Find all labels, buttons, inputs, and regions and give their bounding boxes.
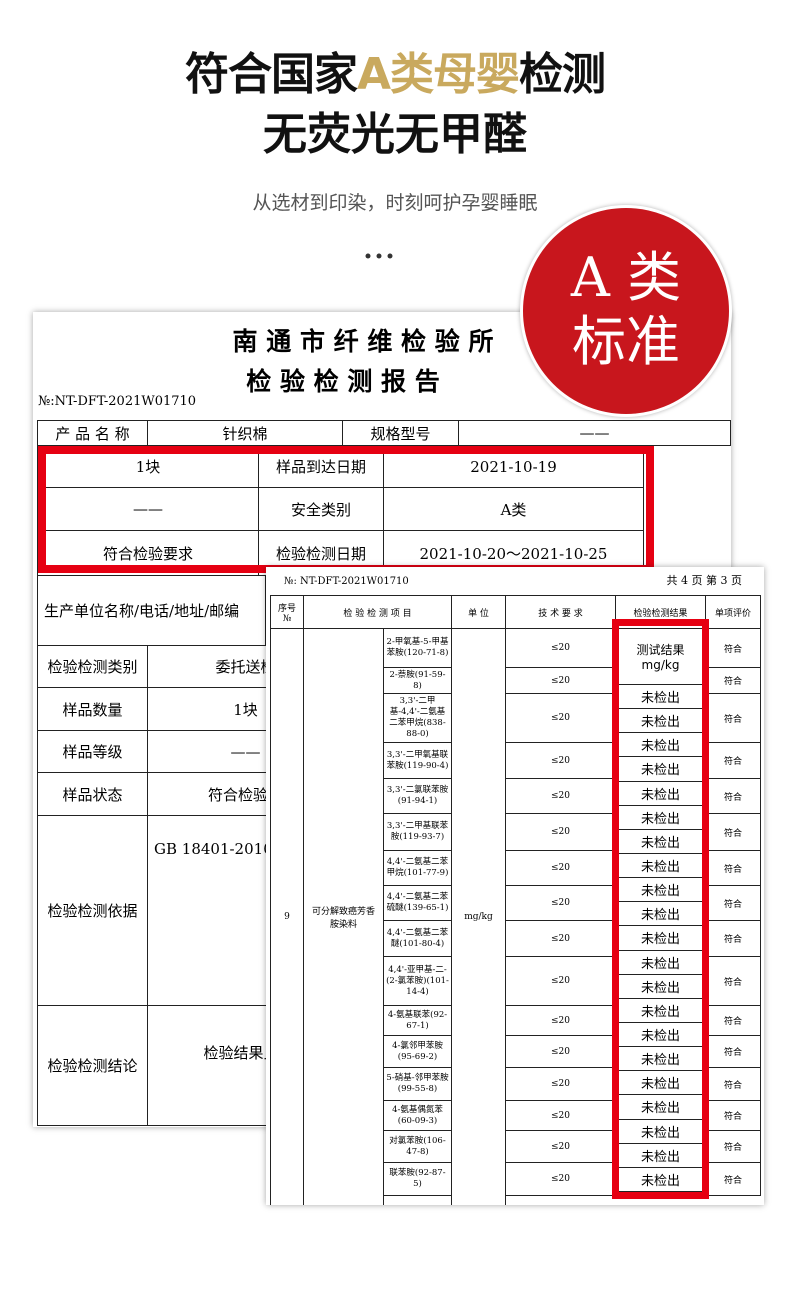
evaluation: 符合	[705, 1162, 761, 1196]
requirement: ≤20	[505, 693, 616, 743]
header-cell: 检 验 检 测 项 目	[303, 595, 452, 629]
evaluation: 符合	[705, 693, 761, 743]
requirement: ≤20	[505, 920, 616, 957]
evaluation: 符合	[705, 813, 761, 851]
report-page: 共 4 页 第 3 页	[666, 574, 742, 587]
item-name: 4,4'-二氨基二苯甲烷(101-77-9)	[383, 850, 452, 886]
requirement: ≤20	[505, 813, 616, 851]
report-2: №: NT-DFT-2021W01710 共 4 页 第 3 页 序号 № 检 验…	[266, 567, 764, 1205]
item-name: 2-萘胺(91-59-8)	[383, 667, 452, 694]
item-name	[383, 1195, 452, 1205]
header-cell: 序号 №	[270, 595, 304, 629]
report-title: 检 验 检 测 报 告	[246, 367, 440, 396]
report-cell: 样品状态	[37, 772, 148, 816]
item-name: 4-氨基联苯(92-67-1)	[383, 1005, 452, 1036]
requirement: ≤20	[505, 1005, 616, 1036]
item-name: 3,3'-二甲氧基联苯胺(119-90-4)	[383, 742, 452, 779]
report-cell: 产 品 名 称	[37, 420, 148, 446]
subtitle: 从选材到印染，时刻呵护孕婴睡眠	[252, 192, 538, 214]
report-cell: 规格型号	[342, 420, 459, 446]
evaluation: 符合	[705, 667, 761, 694]
requirement: ≤20	[505, 1035, 616, 1068]
title-line2: 无荧光无甲醛	[263, 109, 527, 160]
requirement: ≤20	[505, 1067, 616, 1101]
title-part: 符合国家	[184, 49, 358, 100]
item-name: 3,3'-二氯联苯胺(91-94-1)	[383, 778, 452, 814]
category-cell: 可分解致癌芳香胺染料	[303, 628, 384, 1205]
item-name: 联苯胺(92-87-5)	[383, 1162, 452, 1196]
title-line1: 符合国家A类母婴检测	[0, 38, 790, 102]
requirement: ≤20	[505, 885, 616, 921]
report-cell: 检验检测依据	[37, 815, 148, 1006]
evaluation: 符合	[705, 742, 761, 779]
title-part: 检测	[519, 49, 606, 100]
evaluation: 符合	[705, 1005, 761, 1036]
item-name: 4,4'-亚甲基-二-(2-氯苯胺)(101-14-4)	[383, 956, 452, 1006]
evaluation: 符合	[705, 850, 761, 886]
item-name: 4-氯邻甲苯胺(95-69-2)	[383, 1035, 452, 1068]
header-cell: 单项评价	[705, 595, 761, 629]
requirement: ≤20	[505, 956, 616, 1006]
badge-line: 标准	[572, 310, 680, 373]
report-number: №: NT-DFT-2021W01710	[284, 576, 409, 587]
result-header-text: mg/kg	[641, 658, 680, 672]
requirement: ≤20	[505, 1100, 616, 1131]
requirement: ≤20	[505, 742, 616, 779]
item-name: 对氯苯胺(106-47-8)	[383, 1130, 452, 1163]
evaluation: 符合	[705, 1130, 761, 1163]
item-name: 4,4'-二氨基二苯硫醚(139-65-1)	[383, 885, 452, 921]
header-cell: 单 位	[451, 595, 506, 629]
report-cell: 针织棉	[147, 420, 343, 446]
evaluation: 符合	[705, 778, 761, 814]
evaluation: 符合	[705, 1067, 761, 1101]
requirement: ≤20	[505, 628, 616, 668]
report-cell: 样品数量	[37, 687, 148, 731]
badge: A 类 标准	[520, 205, 732, 417]
evaluation: 符合	[705, 1100, 761, 1131]
unit-cell: mg/kg	[451, 628, 506, 1205]
report-cell: 样品等级	[37, 730, 148, 773]
item-name: 4-氨基偶氮苯(60-09-3)	[383, 1100, 452, 1131]
evaluation: 符合	[705, 920, 761, 957]
result-header-text: 测试结果	[636, 643, 685, 657]
item-name: 3,3'-二甲基联苯胺(119-93-7)	[383, 813, 452, 851]
report-number: №:NT-DFT-2021W01710	[38, 394, 197, 409]
requirement: ≤20	[505, 1162, 616, 1196]
report-cell: 检验检测结论	[37, 1005, 148, 1126]
evaluation: 符合	[705, 628, 761, 668]
title-highlight: A类母婴	[356, 49, 520, 100]
report-cell: 检验检测类别	[37, 645, 148, 688]
report-cell: 生产单位名称/电话/地址/邮编	[37, 575, 266, 646]
evaluation: 符合	[705, 1035, 761, 1068]
item-name: 4,4'-二氨基二苯醚(101-80-4)	[383, 920, 452, 957]
dots	[365, 253, 393, 259]
item-name: 2-甲氧基-5-甲基苯胺(120-71-8)	[383, 628, 452, 668]
highlight-box	[38, 446, 654, 573]
result-highlight-box	[612, 619, 709, 1199]
report-cell: ——	[458, 420, 731, 446]
requirement: ≤20	[505, 778, 616, 814]
requirement: ≤20	[505, 1130, 616, 1163]
requirement: ≤20	[505, 850, 616, 886]
item-name: 3,3'-二甲基-4,4'-二氨基二苯甲烷(838-88-0)	[383, 693, 452, 743]
evaluation: 符合	[705, 885, 761, 921]
badge-line: A 类	[570, 246, 682, 309]
evaluation: 符合	[705, 956, 761, 1006]
requirement: ≤20	[505, 667, 616, 694]
seq-cell: 9	[270, 628, 304, 1205]
header-cell: 技 术 要 求	[505, 595, 616, 629]
report-org: 南 通 市 纤 维 检 验 所	[232, 327, 494, 356]
item-name: 5-硝基-邻甲苯胺(99-55-8)	[383, 1067, 452, 1101]
